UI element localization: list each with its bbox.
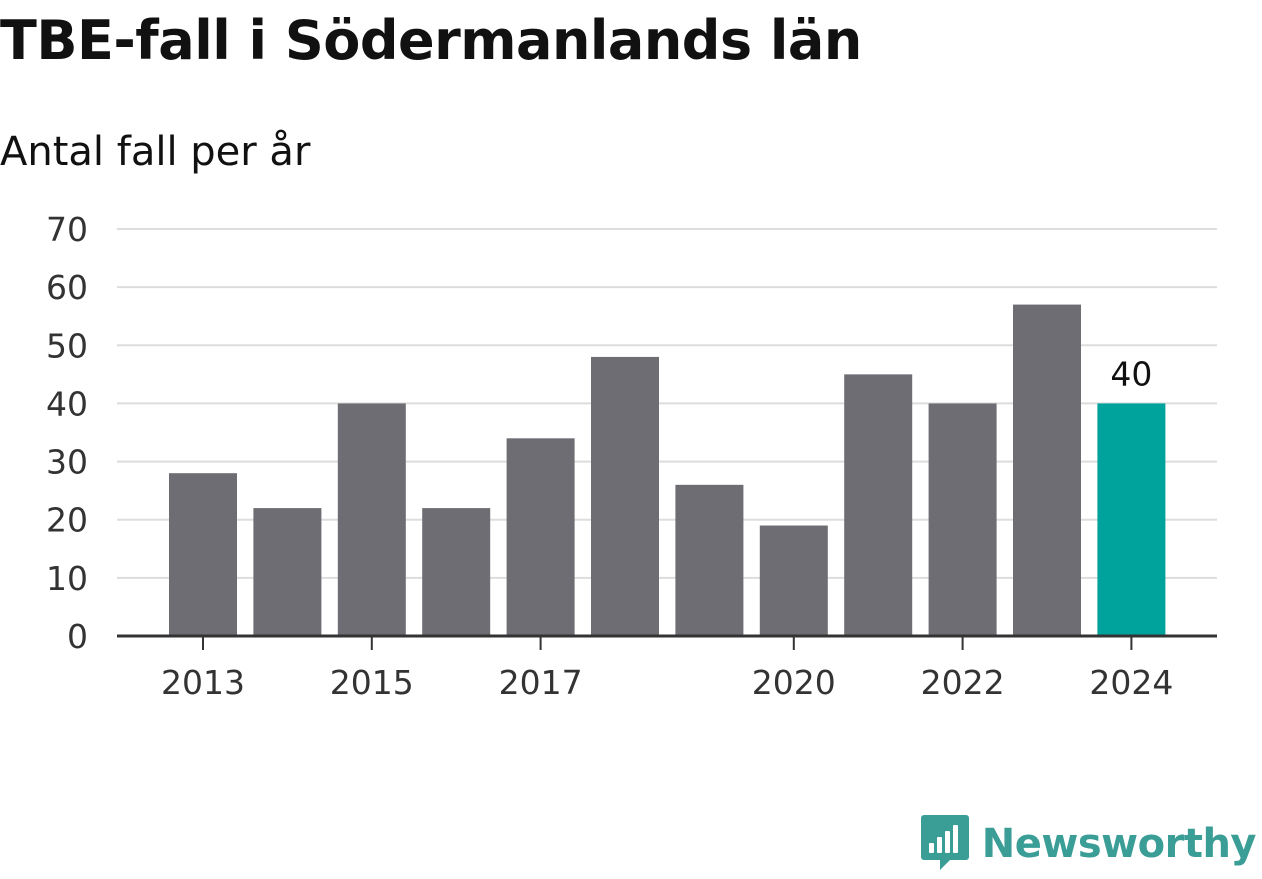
brand-logo: Newsworthy bbox=[920, 813, 1257, 875]
value-labels: 40 bbox=[1110, 354, 1152, 393]
bar-2021 bbox=[844, 374, 913, 636]
x-tick-label: 2013 bbox=[161, 663, 245, 702]
bar-2014 bbox=[253, 508, 322, 636]
bar-2020 bbox=[759, 525, 828, 636]
bars bbox=[169, 304, 1166, 636]
x-tick-label: 2015 bbox=[330, 663, 414, 702]
y-axis-ticks: 0 10 20 30 40 50 60 70 bbox=[46, 210, 88, 656]
y-tick-label: 0 bbox=[67, 617, 88, 656]
x-axis-ticks: 2013 2015 2017 2020 2022 2024 bbox=[161, 636, 1173, 702]
y-tick-label: 50 bbox=[46, 326, 88, 365]
newsworthy-logo-icon bbox=[920, 813, 970, 875]
x-tick-label: 2024 bbox=[1089, 663, 1173, 702]
bar-2015 bbox=[337, 403, 406, 636]
bar-2023 bbox=[1013, 304, 1081, 636]
y-tick-label: 10 bbox=[46, 559, 88, 598]
bar-2018 bbox=[591, 356, 659, 636]
bar-2019 bbox=[675, 484, 744, 636]
y-tick-label: 70 bbox=[46, 210, 88, 249]
y-tick-label: 60 bbox=[46, 268, 88, 307]
chart-title: TBE-fall i Södermanlands län bbox=[0, 9, 862, 72]
bar-2024 bbox=[1097, 403, 1166, 636]
y-tick-label: 30 bbox=[46, 443, 88, 482]
value-label: 40 bbox=[1110, 354, 1152, 393]
brand-name: Newsworthy bbox=[981, 821, 1257, 867]
bar-2016 bbox=[422, 508, 491, 636]
chart-subtitle: Antal fall per år bbox=[0, 129, 311, 175]
y-tick-label: 40 bbox=[46, 384, 88, 423]
x-tick-label: 2017 bbox=[499, 663, 583, 702]
bar-2013 bbox=[169, 473, 237, 636]
y-tick-label: 20 bbox=[46, 501, 88, 540]
x-tick-label: 2022 bbox=[921, 663, 1005, 702]
x-tick-label: 2020 bbox=[752, 663, 836, 702]
bar-2017 bbox=[506, 438, 575, 636]
bar-2022 bbox=[928, 403, 997, 636]
